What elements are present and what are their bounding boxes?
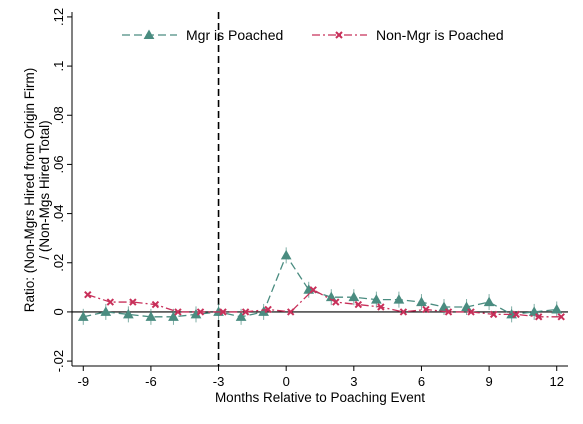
x-tick-label: 3 [350,374,357,389]
data-point [557,313,565,321]
data-point [106,298,115,306]
data-point [286,308,295,316]
x-tick-label: -3 [213,374,225,389]
data-point [393,294,405,304]
x-tick-label: -9 [77,374,89,389]
data-point [309,286,317,294]
data-point [145,311,157,321]
data-point [151,300,160,309]
data-point [280,249,292,260]
data-point [422,305,430,314]
data-point [371,294,382,304]
reference-lines [72,12,568,366]
axes [71,12,568,367]
y-axis-ticks: -.02 0 .02 .04 .06 .08 .1 .12 [51,8,72,372]
legend-item-1: Mgr is Poached [122,27,283,43]
x-tick-label: 9 [485,374,492,389]
y-tick-label: .02 [51,254,66,272]
data-point [100,306,112,316]
series-1 [77,247,563,325]
data-point [399,308,408,316]
data-point [219,308,227,316]
y-tick-label: 0 [51,308,66,315]
data-point [348,291,360,302]
data-point [241,308,250,316]
data-point [84,291,92,299]
x-tick-label: 6 [418,374,425,389]
legend-item-2: Non-Mgr is Poached [312,27,504,43]
y-tick-label: .06 [51,155,66,173]
y-tick-label: -.02 [51,350,66,372]
data-point [168,311,179,321]
data-point [512,310,520,319]
x-axis-ticks: -9 -6 -3 0 3 6 9 12 [77,366,564,389]
series-layer [77,247,565,325]
y-tick-label: .12 [51,8,66,26]
data-point [416,296,427,307]
y-axis-label-line2: / (Non-Mgs Hired Total) [37,120,52,259]
data-point [174,308,182,316]
data-point [534,313,543,321]
series-line [83,253,557,318]
data-point [235,311,247,321]
data-point [196,308,205,316]
legend: Mgr is Poached Non-Mgr is Poached [122,27,504,43]
y-tick-label: .04 [51,205,66,223]
y-tick-label: .08 [51,106,66,124]
legend-label: Mgr is Poached [186,27,283,43]
x-tick-label: 0 [283,374,290,389]
legend-label: Non-Mgr is Poached [376,27,504,43]
x-tick-label: -6 [145,374,157,389]
data-point [264,305,272,314]
data-point [489,310,498,319]
y-tick-label: .1 [51,61,66,72]
data-point [444,308,453,316]
legend-marker [143,29,155,39]
series-2 [84,286,565,321]
x-tick-label: 12 [549,374,563,389]
legend-marker [335,31,343,39]
data-point [483,296,495,307]
series-line [87,288,562,318]
x-axis-label: Months Relative to Poaching Event [215,390,425,405]
data-point [551,303,563,314]
data-point [354,300,363,309]
data-point [129,298,137,306]
data-point [467,308,475,316]
data-point [377,303,385,311]
y-axis-label-line1: Ratio: (Non-Mgrs Hired from Origin Firm) [22,68,37,313]
data-point [332,298,340,306]
data-point [77,311,89,321]
data-point [123,308,134,319]
